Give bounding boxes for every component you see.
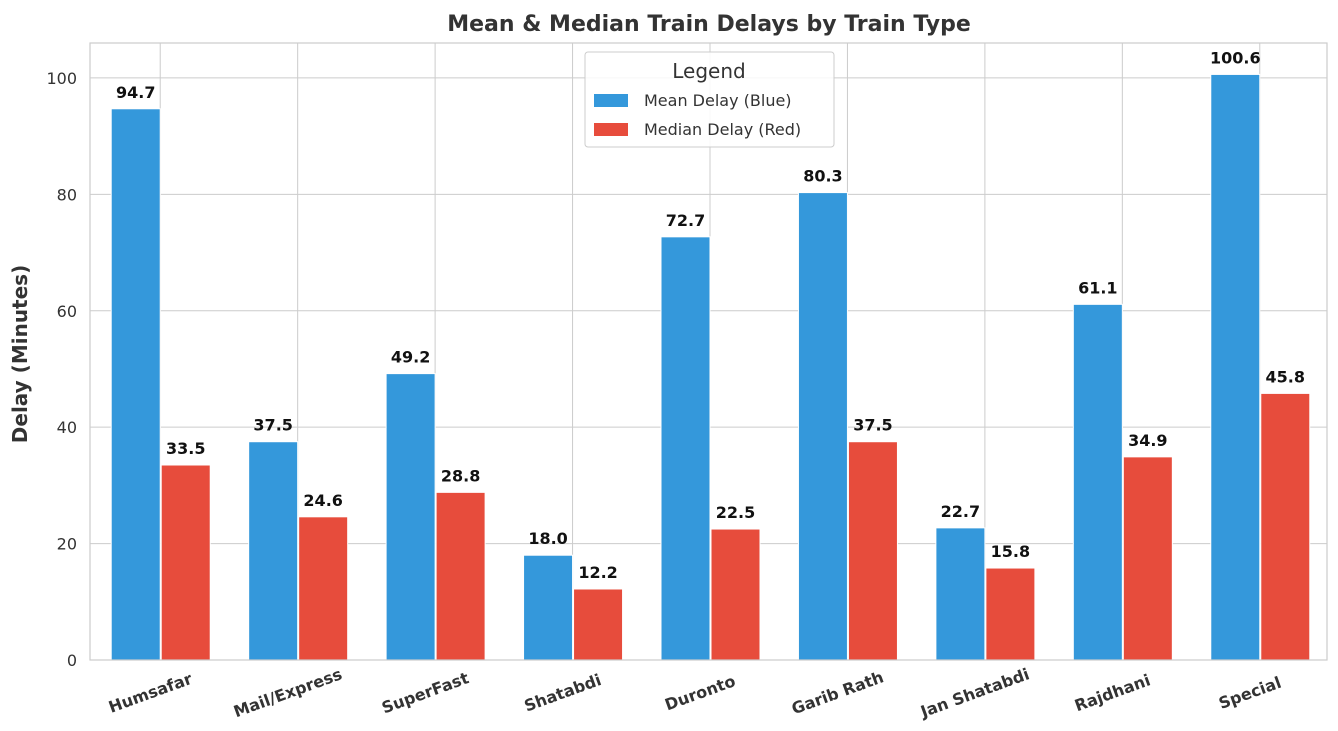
data-label-median: 15.8: [991, 542, 1030, 561]
data-label-median: 24.6: [303, 491, 342, 510]
bar-median: [985, 567, 1036, 661]
bar-median: [710, 528, 761, 661]
bar-mean: [110, 108, 161, 661]
x-tick-label: Mail/Express: [231, 664, 345, 721]
x-tick-label: Jan Shatabdi: [917, 664, 1032, 721]
y-tick-label: 40: [57, 418, 77, 437]
y-tick-label: 80: [57, 185, 77, 204]
bar-mean: [1210, 73, 1261, 661]
data-label-median: 37.5: [853, 416, 892, 435]
y-tick-label: 60: [57, 302, 77, 321]
data-label-mean: 94.7: [116, 83, 155, 102]
data-label-median: 12.2: [578, 563, 617, 582]
bar-mean: [797, 192, 848, 661]
legend-swatch-mean: [594, 94, 628, 107]
plot-frame: [89, 42, 1328, 661]
data-label-mean: 22.7: [941, 502, 980, 521]
bar-median: [298, 516, 349, 661]
data-label-mean: 18.0: [528, 529, 567, 548]
data-label-mean: 72.7: [666, 211, 705, 230]
legend-title: Legend: [672, 59, 745, 83]
x-tick-label: Special: [1216, 673, 1284, 713]
bar-median: [573, 588, 624, 661]
data-label-mean: 100.6: [1210, 48, 1261, 67]
y-axis-label: Delay (Minutes): [8, 265, 32, 443]
data-label-mean: 80.3: [803, 167, 842, 186]
y-tick-label: 100: [46, 69, 77, 88]
data-label-median: 45.8: [1266, 367, 1305, 386]
data-label-mean: 37.5: [253, 416, 292, 435]
legend-label-mean: Mean Delay (Blue): [644, 91, 792, 110]
y-tick-label: 20: [57, 535, 77, 554]
data-labels-layer: 94.7 37.5 49.2 18.0 72.7 80.3 22.7 61.1 100.6 33.…: [116, 48, 1305, 582]
bar-mean: [1072, 303, 1123, 661]
x-tick-label: Duronto: [662, 671, 738, 714]
legend: Legend Mean Delay (Blue) Median Delay (R…: [584, 51, 835, 148]
bar-mean: [248, 441, 299, 661]
legend-label-median: Median Delay (Red): [644, 120, 801, 139]
bars-layer: [110, 73, 1311, 661]
x-tick-label: Rajdhani: [1072, 670, 1153, 715]
bar-mean: [523, 554, 574, 661]
data-label-median: 34.9: [1128, 431, 1167, 450]
x-tick-label: Garib Rath: [789, 667, 886, 718]
bar-median: [847, 441, 898, 661]
data-label-median: 28.8: [441, 466, 480, 485]
data-label-mean: 49.2: [391, 348, 430, 367]
legend-swatch-median: [594, 123, 628, 136]
x-tick-label: Shatabdi: [522, 670, 604, 715]
data-label-median: 22.5: [716, 503, 755, 522]
bar-median: [435, 491, 486, 661]
bar-median: [1260, 392, 1311, 661]
data-label-median: 33.5: [166, 439, 205, 458]
y-tick-label: 0: [67, 651, 77, 670]
legend-box: [584, 51, 835, 148]
bar-mean: [385, 373, 436, 661]
x-tick-label: Humsafar: [106, 669, 195, 717]
data-label-mean: 61.1: [1078, 278, 1117, 297]
chart-title: Mean & Median Train Delays by Train Type: [447, 12, 971, 37]
bar-mean: [660, 236, 711, 661]
bar-mean: [935, 527, 986, 661]
x-tick-label: SuperFast: [379, 668, 471, 717]
bar-median: [160, 464, 211, 661]
bar-median: [1122, 456, 1173, 661]
